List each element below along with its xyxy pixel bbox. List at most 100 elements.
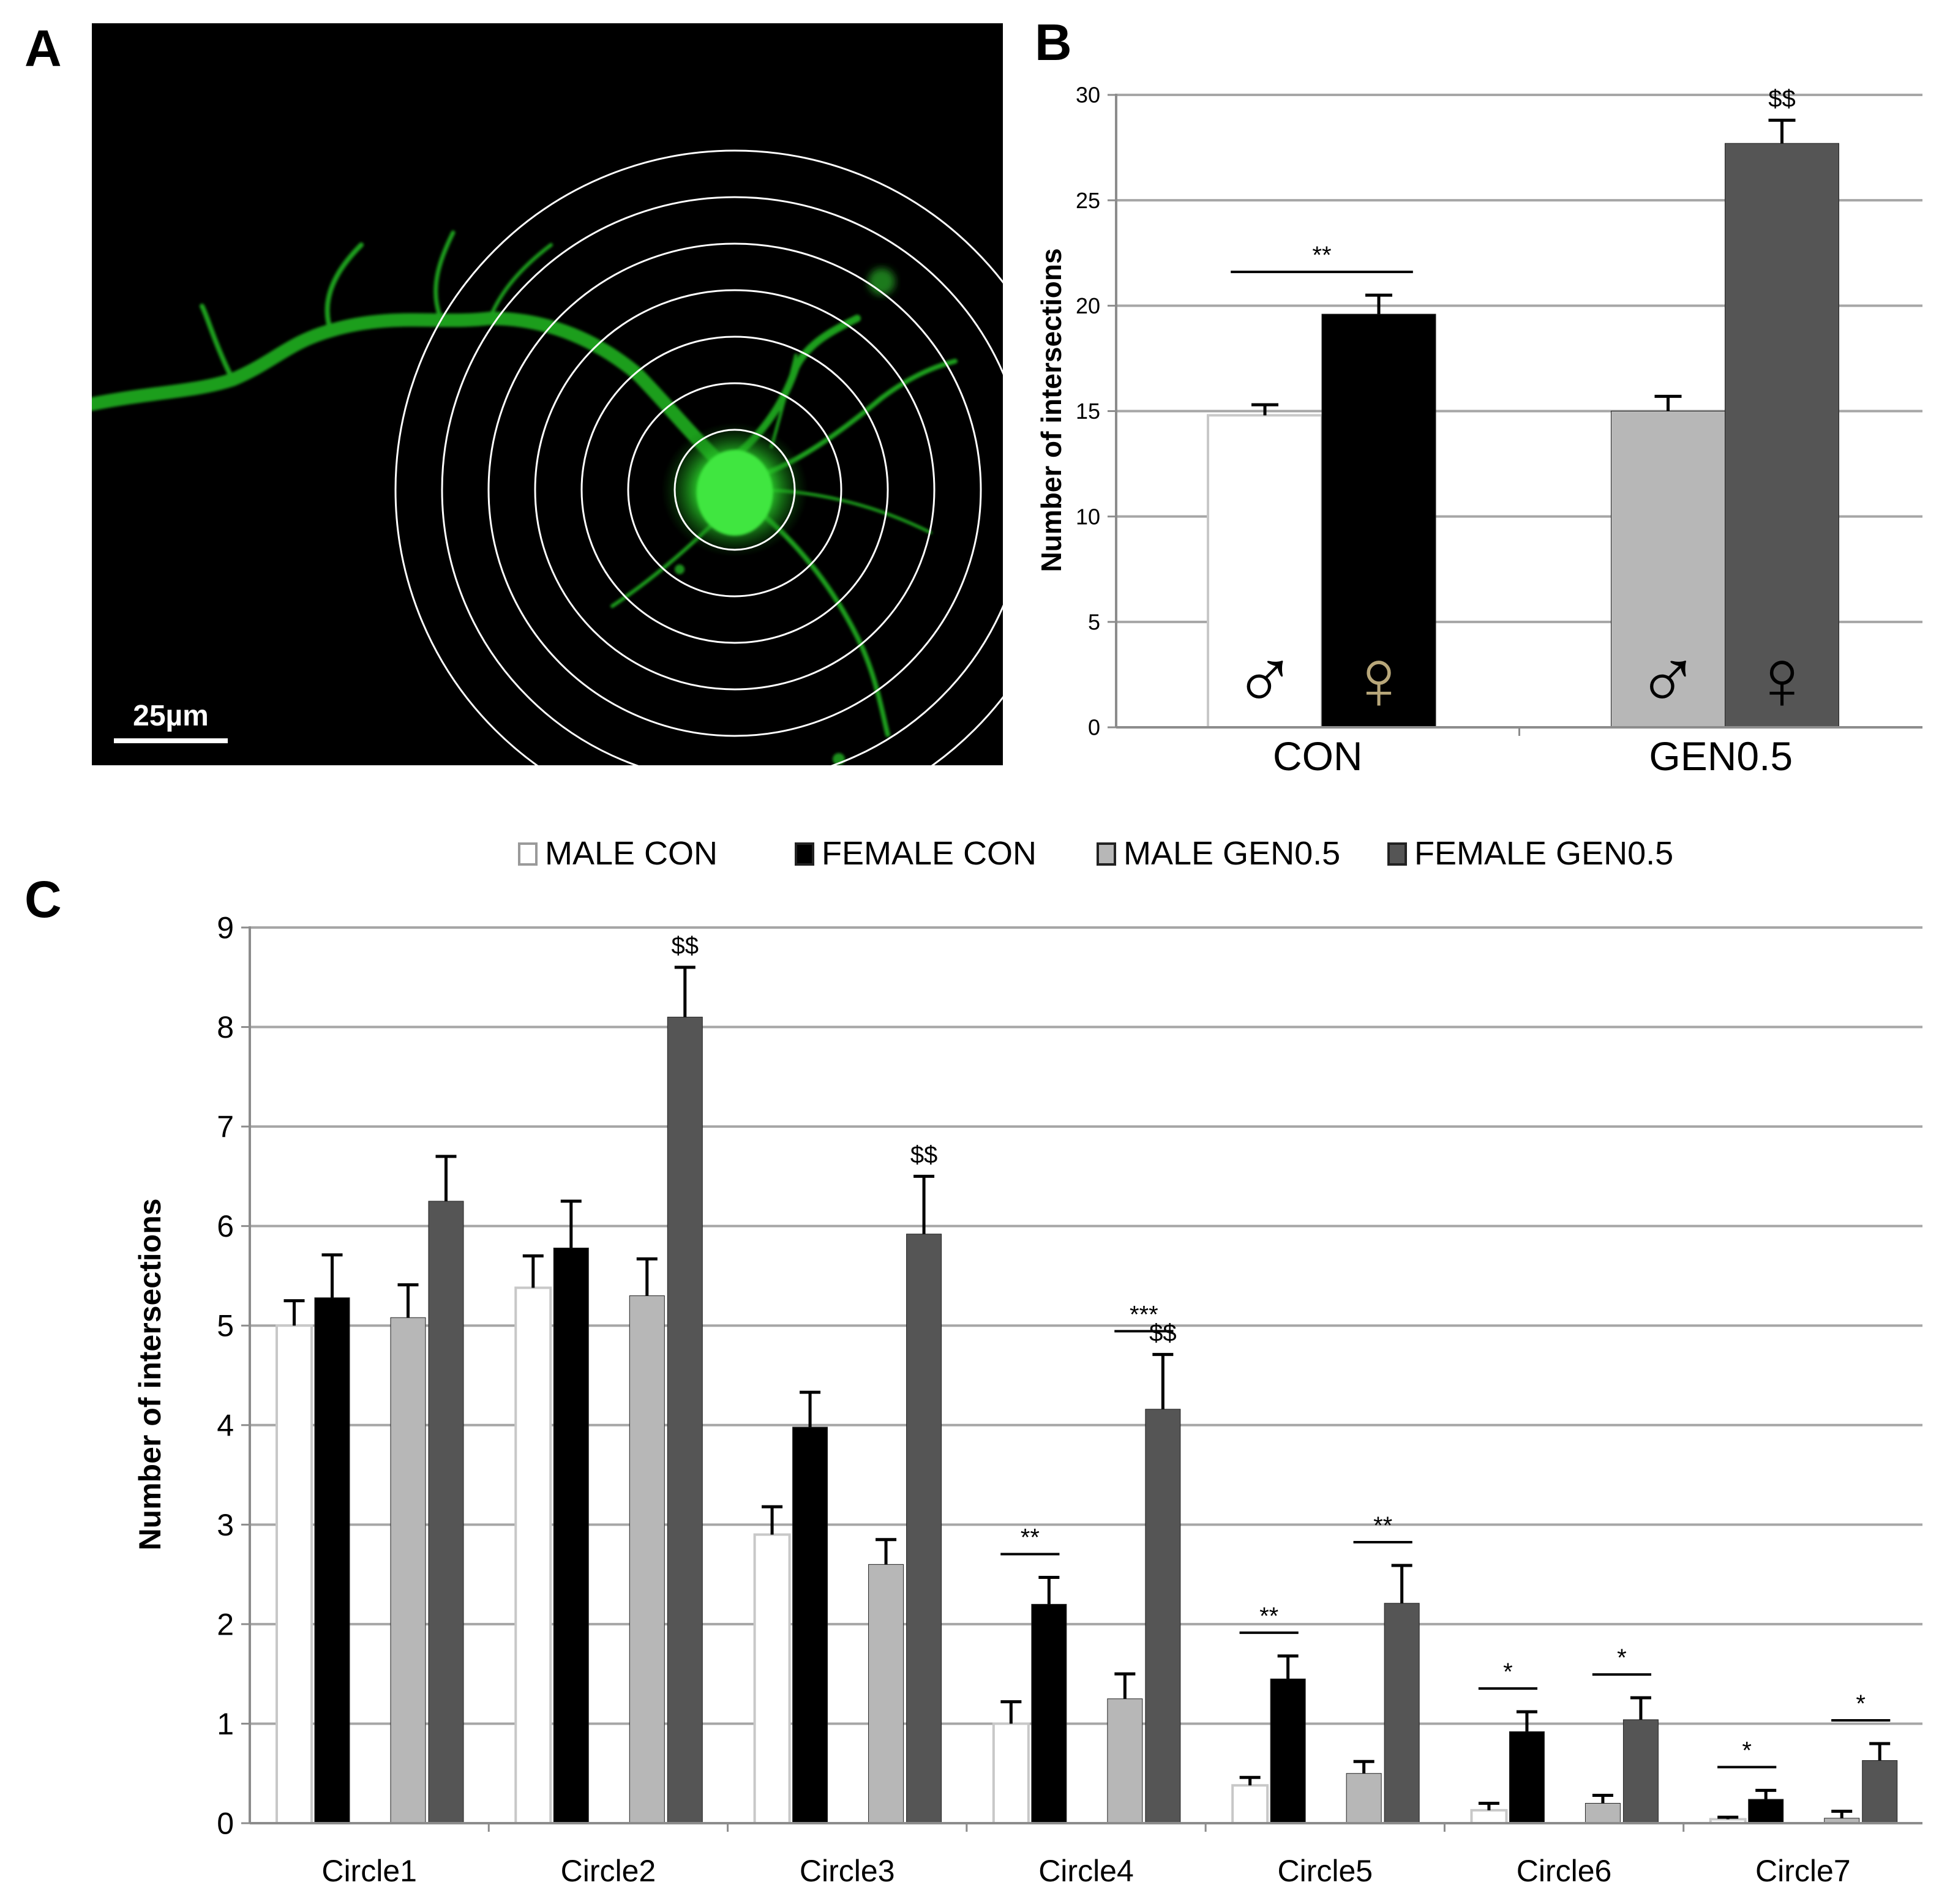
panel-a-label: A (24, 20, 62, 77)
significance-stars-circle4: ** (1021, 1524, 1040, 1551)
bar-con-female (1321, 313, 1436, 728)
sholl-rings (394, 149, 1003, 765)
panel-b-x-labels: CON GEN0.5 (1273, 733, 1793, 779)
bar-circle4-female-gen0-5 (1145, 1409, 1181, 1824)
scale-bar (114, 738, 228, 743)
significance-stars-circle7: * (1742, 1737, 1752, 1764)
panel-b: B 0 5 10 15 20 25 30 ♂ ♀ ♂ ♀ CON GEN0.5 ** $$ Numbe… (1035, 13, 1922, 779)
y-tick-label: 0 (217, 1807, 234, 1841)
y-tick-label: 7 (217, 1110, 234, 1144)
legend-swatch-female-gen0-5 (1387, 842, 1407, 866)
significance-stars-circle6: * (1617, 1644, 1627, 1671)
y-tick-label: 0 (1088, 715, 1100, 740)
bar-circle6-male-gen0-5 (1585, 1802, 1621, 1824)
micrograph-background (92, 23, 1003, 765)
legend-label-female-gen0-5: FEMALE GEN0.5 (1414, 835, 1673, 872)
y-tick-label: 5 (1088, 609, 1100, 634)
legend-swatch-male-gen0-5 (1097, 842, 1116, 866)
significance-stars-circle7: * (1856, 1690, 1866, 1717)
sholl-ring-2 (627, 382, 842, 598)
significance-label-circle3: $$ (910, 1141, 938, 1168)
bar-circle3-male-gen0-5 (868, 1564, 904, 1824)
panel-b-label: B (1035, 13, 1072, 71)
sex-symbol-male: ♂ (1636, 631, 1700, 727)
y-tick-label: 2 (217, 1607, 234, 1641)
x-tick-label-circle5: Circle5 (1277, 1854, 1373, 1888)
panel-c-axes (249, 926, 1922, 1832)
bar-circle6-female-gen0-5 (1622, 1719, 1659, 1824)
panel-b-y-ticks: 0 5 10 15 20 25 30 (1076, 83, 1116, 740)
bar-circle7-female-con (1748, 1799, 1784, 1824)
y-tick-label: 1 (217, 1707, 234, 1741)
significance-label-circle4: $$ (1149, 1319, 1177, 1346)
x-tick-label-circle2: Circle2 (561, 1854, 656, 1888)
bar-circle4-male-con (992, 1722, 1030, 1824)
bar-circle1-male-con (276, 1324, 313, 1824)
significance-label-gen0-5: $$ (1768, 85, 1796, 112)
bar-circle2-male-gen0-5 (629, 1295, 665, 1824)
x-tick-label-circle4: Circle4 (1038, 1854, 1134, 1888)
y-tick-label: 6 (217, 1209, 234, 1243)
panel-b-bars: ♂ ♀ ♂ ♀ (1207, 118, 1839, 729)
scale-bar-label: 25µm (133, 700, 209, 732)
y-tick-label: 20 (1076, 293, 1100, 318)
panel-c-bars (276, 965, 1898, 1825)
bar-circle3-female-con (792, 1426, 828, 1824)
x-tick-label-gen0-5: GEN0.5 (1649, 733, 1793, 779)
bar-circle5-female-gen0-5 (1384, 1603, 1420, 1824)
legend-swatch-male-con (518, 842, 538, 866)
sholl-ring-1 (673, 429, 796, 551)
x-tick-label-circle3: Circle3 (800, 1854, 895, 1888)
panel-c-gridlines (250, 926, 1922, 1725)
bar-circle6-male-con (1470, 1808, 1508, 1824)
y-tick-label: 25 (1076, 188, 1100, 213)
x-tick-label-circle7: Circle7 (1755, 1854, 1851, 1888)
panel-b-annotations: ** $$ (1231, 85, 1796, 274)
bar-circle2-female-gen0-5 (667, 1016, 703, 1824)
y-tick-label: 9 (217, 911, 234, 945)
bar-gen0-5-female (1725, 143, 1839, 728)
bar-circle4-male-gen0-5 (1107, 1698, 1143, 1824)
legend-swatch-female-con (795, 842, 814, 866)
sholl-ring-7 (394, 149, 1003, 765)
sex-symbol-female: ♀ (1750, 631, 1814, 727)
y-tick-label: 15 (1076, 399, 1100, 424)
significance-stars-con: ** (1312, 242, 1331, 269)
bar-circle5-male-con (1231, 1784, 1269, 1825)
bar-circle2-male-con (514, 1286, 552, 1825)
x-tick-label-circle1: Circle1 (321, 1854, 417, 1888)
bar-circle7-female-gen0-5 (1862, 1760, 1898, 1824)
panel-b-y-axis-label: Number of intersections (1035, 248, 1067, 572)
significance-stars-circle5: ** (1373, 1512, 1392, 1539)
significance-stars-circle5: ** (1259, 1603, 1278, 1630)
y-tick-label: 10 (1076, 504, 1100, 529)
bar-circle2-female-con (553, 1247, 589, 1824)
neuron-image (92, 149, 1003, 765)
y-tick-label: 8 (217, 1010, 234, 1044)
legend-label-male-con: MALE CON (545, 835, 718, 872)
panel-b-axes (1115, 94, 1922, 736)
sex-symbol-female: ♀ (1347, 631, 1411, 727)
x-tick-label-con: CON (1273, 733, 1363, 779)
bar-circle6-female-con (1509, 1731, 1545, 1824)
x-tick-label-circle6: Circle6 (1517, 1854, 1612, 1888)
bar-circle4-female-con (1031, 1603, 1067, 1824)
bar-circle1-female-gen0-5 (428, 1201, 464, 1824)
y-tick-label: 30 (1076, 83, 1100, 108)
significance-stars-circle4: *** (1130, 1301, 1158, 1328)
significance-stars-circle6: * (1503, 1659, 1513, 1685)
bar-circle1-female-con (314, 1297, 350, 1824)
panel-c-x-labels: Circle1 Circle2 Circle3 Circle4 Circle5 Circl… (321, 1854, 1850, 1888)
panel-c: C MALE CON FEMALE CON MALE GEN0.5 FEMALE GE… (24, 835, 1922, 1888)
significance-label-circle2: $$ (672, 932, 699, 959)
y-tick-label: 5 (217, 1309, 234, 1343)
sholl-ring-4 (534, 289, 936, 691)
panel-c-y-ticks: 0 1 2 3 4 5 6 7 8 9 (217, 911, 250, 1841)
sholl-ring-5 (487, 242, 982, 737)
sholl-ring-6 (441, 196, 1003, 765)
panel-c-legend: MALE CON FEMALE CON MALE GEN0.5 FEMALE GEN0… (518, 835, 1673, 872)
panel-c-y-axis-label: Number of intersections (133, 1198, 167, 1550)
y-tick-label: 3 (217, 1508, 234, 1542)
bar-circle3-male-con (753, 1533, 791, 1824)
